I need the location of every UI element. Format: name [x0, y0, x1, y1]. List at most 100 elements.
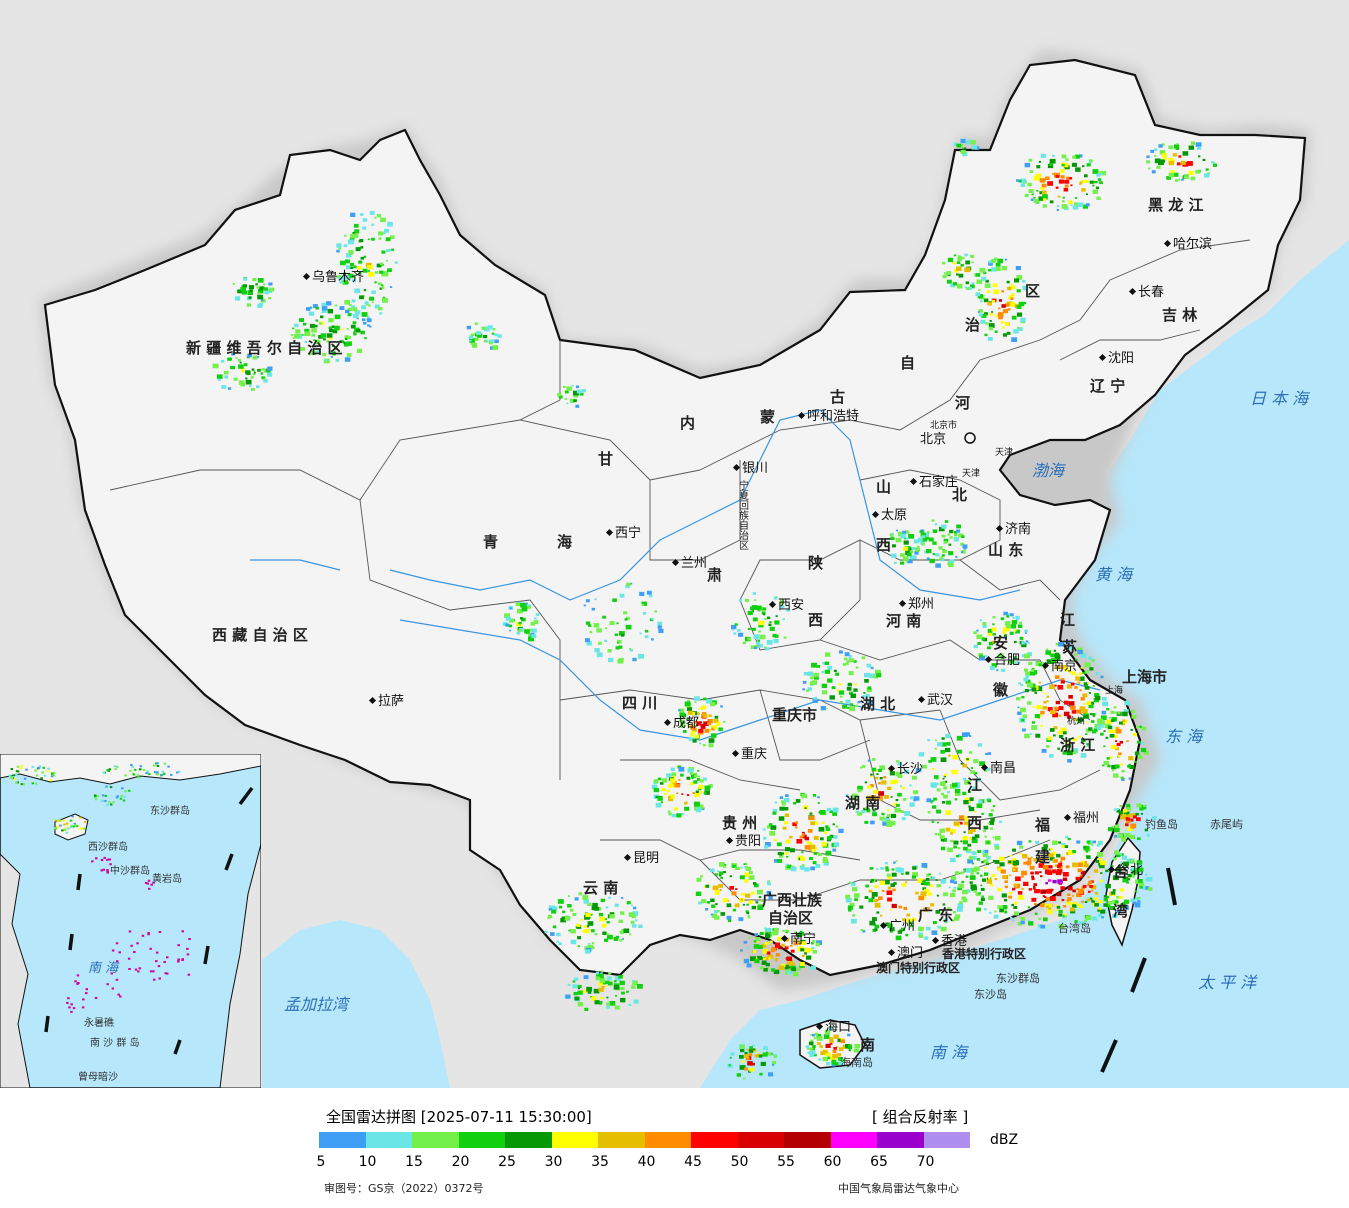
inset-dash-line [44, 786, 254, 1055]
echo-pixel [257, 292, 260, 295]
echo-pixel [255, 283, 258, 286]
echo-pixel [943, 538, 949, 543]
echo-pixel [871, 758, 876, 761]
echo-pixel [969, 875, 976, 880]
echo-pixel [1066, 176, 1070, 180]
echo-pixel [93, 794, 97, 797]
echo-pixel [69, 819, 73, 822]
echo-pixel [954, 798, 958, 801]
echo-pixel [692, 792, 695, 794]
echo-pixel [1051, 869, 1057, 874]
echo-pixel [328, 318, 334, 323]
echo-pixel [966, 889, 971, 893]
label-zhengzhou: 郑州 [908, 597, 934, 612]
echo-pixel [702, 697, 707, 701]
echo-pixel [572, 984, 578, 989]
echo-pixel [1060, 727, 1067, 733]
city-marker-shijiazhuang [909, 477, 918, 486]
color-scale-swatch [505, 1132, 552, 1148]
echo-pixel [354, 288, 361, 294]
echo-pixel [1077, 721, 1081, 724]
echo-pixel [766, 640, 773, 645]
echo-pixel [257, 368, 261, 372]
echo-pixel [618, 919, 623, 923]
echo-pixel [772, 633, 777, 638]
echo-pixel [947, 791, 950, 794]
echo-pixel [263, 283, 266, 286]
echo-pixel [698, 728, 704, 733]
echo-pixel [491, 332, 495, 335]
echo-pixel [1057, 195, 1061, 198]
echo-pixel [1049, 728, 1055, 732]
echo-pixel [732, 628, 735, 631]
echo-pixel [257, 356, 260, 358]
echo-pixel [1063, 872, 1069, 877]
label-i_xisha: 西沙群岛 [88, 840, 128, 853]
echo-pixel [50, 775, 54, 778]
echo-pixel [764, 646, 767, 649]
echo-pixel [565, 390, 569, 394]
echo-pixel [96, 795, 99, 798]
echo-pixel [972, 862, 975, 865]
echo-pixel [813, 852, 818, 855]
echo-pixel [334, 325, 340, 331]
echo-pixel [970, 872, 974, 875]
echo-pixel [812, 950, 817, 954]
echo-pixel [578, 987, 581, 990]
echo-pixel [1058, 909, 1063, 914]
echo-pixel [932, 553, 936, 556]
echo-pixel [1052, 154, 1055, 157]
echo-pixel [752, 592, 756, 595]
echo-pixel [1106, 719, 1112, 724]
echo-pixel [344, 335, 349, 339]
echo-pixel [345, 253, 352, 258]
echo-pixel [976, 803, 983, 809]
echo-pixel [760, 889, 763, 892]
echo-pixel [100, 800, 104, 802]
echo-pixel [1132, 875, 1136, 878]
echo-pixel [509, 607, 512, 610]
echo-pixel [821, 683, 828, 689]
echo-pixel [678, 779, 681, 781]
echo-pixel [927, 811, 931, 814]
echo-pixel [925, 878, 930, 881]
echo-pixel [1062, 877, 1068, 881]
echo-pixel [1070, 901, 1076, 906]
echo-pixel [846, 686, 852, 691]
echo-pixel [639, 591, 645, 596]
echo-pixel [1068, 701, 1075, 706]
echo-pixel [1049, 853, 1054, 857]
echo-pixel [1168, 172, 1175, 178]
echo-pixel [831, 686, 836, 690]
echo-pixel [572, 980, 576, 983]
echo-pixel [1105, 883, 1111, 889]
echo-pixel [720, 912, 726, 916]
echo-pixel [935, 739, 938, 742]
echo-pixel [848, 658, 852, 661]
echo-pixel [744, 862, 748, 866]
echo-pixel [785, 931, 788, 934]
echo-pixel [1122, 719, 1126, 722]
echo-pixel [613, 980, 617, 983]
echo-pixel [79, 816, 82, 819]
echo-pixel [909, 550, 914, 554]
echo-pixel [483, 339, 487, 343]
echo-pixel [1088, 880, 1093, 885]
echo-pixel [743, 958, 750, 964]
echo-pixel [940, 926, 947, 932]
echo-pixel [799, 865, 805, 870]
echo-pixel [817, 852, 822, 857]
echo-pixel [1127, 814, 1132, 818]
label-jiangxi2: 西 [967, 814, 982, 832]
echo-pixel [349, 237, 355, 241]
echo-pixel [809, 1054, 813, 1057]
echo-pixel [902, 786, 906, 790]
echo-pixel [353, 275, 356, 278]
echo-pixel [380, 217, 386, 223]
echo-pixel [889, 927, 895, 932]
echo-pixel [1088, 727, 1093, 731]
echo-pixel [760, 899, 764, 902]
echo-pixel [898, 905, 902, 909]
city-marker-wuhan [917, 695, 926, 704]
echo-cluster [1107, 803, 1157, 842]
